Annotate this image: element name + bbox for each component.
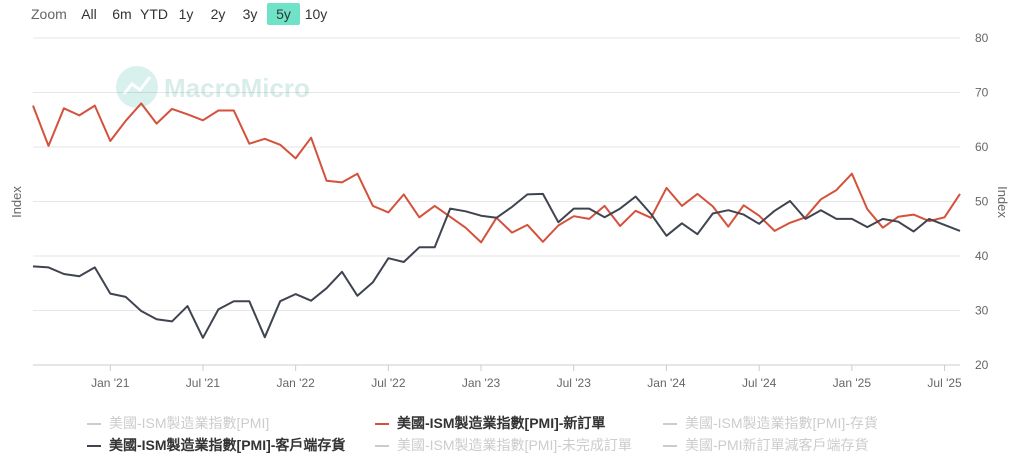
legend-item-backlog[interactable]: 美國-ISM製造業指數[PMI]-未完成訂單 — [375, 435, 632, 455]
zoom-button-3y[interactable]: 3y — [242, 6, 258, 22]
x-tick-label: Jan '22 — [276, 376, 315, 390]
legend-swatch — [663, 445, 677, 448]
zoom-button-1y[interactable]: 1y — [178, 6, 194, 22]
x-tick-label: Jan '21 — [91, 376, 130, 390]
x-tick-label: Jul '23 — [557, 376, 592, 390]
y-tick-label: 20 — [975, 358, 989, 372]
zoom-button-2y[interactable]: 2y — [210, 6, 226, 22]
watermark-text: MacroMicro — [164, 73, 310, 103]
x-tick-label: Jul '21 — [186, 376, 221, 390]
legend-item-spread[interactable]: 美國-PMI新訂單減客戶端存貨 — [663, 435, 869, 455]
x-tick-label: Jan '23 — [462, 376, 501, 390]
watermark-logo-icon — [116, 66, 158, 108]
legend-swatch — [375, 423, 389, 426]
legend-swatch — [87, 445, 101, 448]
legend-label: 美國-ISM製造業指數[PMI]-未完成訂單 — [397, 437, 632, 453]
legend-label: 美國-PMI新訂單減客戶端存貨 — [685, 437, 869, 453]
series-line-customer-inventories[interactable] — [32, 192, 961, 339]
legend-swatch — [87, 423, 101, 426]
legend-swatch — [375, 445, 389, 448]
watermark-logo-stroke — [122, 76, 152, 95]
watermark: MacroMicro — [116, 66, 310, 108]
legend-swatch — [663, 423, 677, 426]
x-tick-label: Jul '22 — [371, 376, 406, 390]
zoom-button-6m[interactable]: 6m — [112, 6, 132, 22]
x-tick-label: Jan '25 — [833, 376, 872, 390]
legend-item-pmi[interactable]: 美國-ISM製造業指數[PMI] — [87, 413, 269, 433]
zoom-label: Zoom — [31, 6, 67, 22]
legend: 美國-ISM製造業指數[PMI] 美國-ISM製造業指數[PMI]-新訂單 美國… — [0, 410, 1024, 464]
chart-plot: MacroMicro 20 30 40 50 60 70 80 Jan '21 Jul '21 J… — [9, 31, 1010, 390]
legend-item-customer-inventories[interactable]: 美國-ISM製造業指數[PMI]-客戶端存貨 — [87, 435, 345, 455]
legend-label: 美國-ISM製造業指數[PMI]-新訂單 — [397, 415, 606, 431]
legend-label: 美國-ISM製造業指數[PMI]-客戶端存貨 — [109, 437, 346, 453]
y-tick-label: 50 — [975, 195, 989, 209]
y-tick-label: 70 — [975, 86, 989, 100]
axis-layer: 20 30 40 50 60 70 80 Jan '21 Jul '21 Jan '22 Jul '… — [91, 31, 989, 390]
x-tick-label: Jan '24 — [647, 376, 686, 390]
y-tick-label: 40 — [975, 249, 989, 263]
legend-label: 美國-ISM製造業指數[PMI]-存貨 — [685, 415, 878, 431]
y-tick-label: 60 — [975, 140, 989, 154]
y-tick-label: 30 — [975, 304, 989, 318]
series-line-new-orders[interactable] — [32, 102, 961, 244]
zoom-bar: Zoom All 6m YTD 1y 2y 3y 5y 10y — [0, 0, 400, 28]
legend-item-new-orders[interactable]: 美國-ISM製造業指數[PMI]-新訂單 — [375, 413, 605, 433]
grid-layer — [33, 37, 960, 366]
x-tick-label: Jul '25 — [927, 376, 962, 390]
series-layer — [32, 102, 961, 339]
zoom-button-5y[interactable]: 5y — [267, 3, 300, 25]
legend-label: 美國-ISM製造業指數[PMI] — [109, 415, 270, 431]
legend-item-inventories[interactable]: 美國-ISM製造業指數[PMI]-存貨 — [663, 413, 878, 433]
zoom-button-10y[interactable]: 10y — [304, 6, 328, 22]
zoom-button-ytd[interactable]: YTD — [140, 6, 168, 22]
x-tick-label: Jul '24 — [742, 376, 777, 390]
y-tick-label: 80 — [975, 31, 989, 45]
zoom-button-all[interactable]: All — [81, 6, 97, 22]
y-axis-label-left: Index — [9, 186, 24, 218]
y-axis-label-right: Index — [995, 186, 1010, 218]
